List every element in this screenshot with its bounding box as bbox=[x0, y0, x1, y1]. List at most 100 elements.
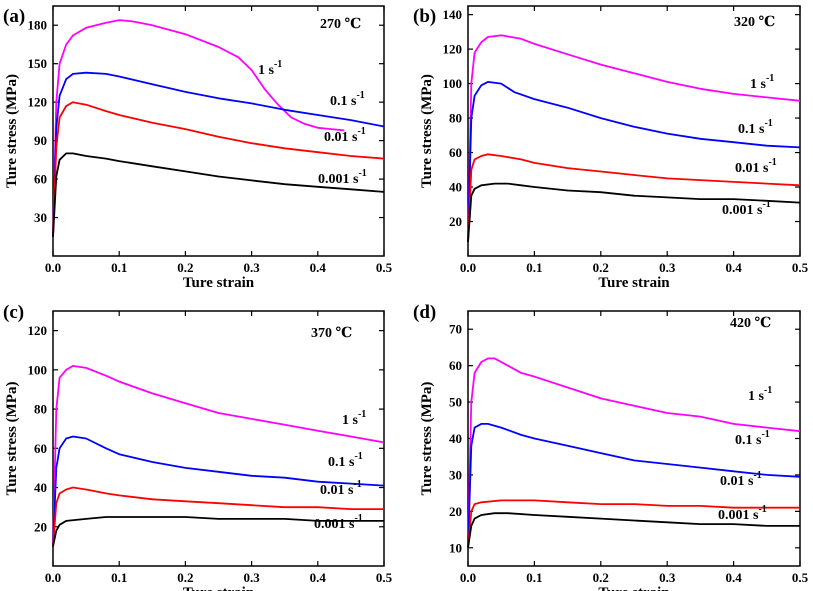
x-tick-label: 0.2 bbox=[177, 570, 193, 585]
series-label: 1 s-1 bbox=[750, 73, 774, 92]
panel-c: 0.0 0.1 0.2 0.3 0.4 0.5 20 40 60 80 100 120 Ture str… bbox=[3, 302, 393, 591]
y-axis-title: Ture stress (MPa) bbox=[419, 382, 435, 496]
y-tick-label: 90 bbox=[34, 133, 47, 148]
x-tick-label: 0.0 bbox=[460, 260, 476, 275]
x-tick-label: 0.4 bbox=[725, 260, 742, 275]
series-line-0-01-s bbox=[52, 486, 384, 547]
series-line-0-01-s bbox=[467, 499, 800, 548]
y-tick-label: 140 bbox=[443, 7, 463, 22]
panel-tag: (a) bbox=[3, 6, 25, 27]
y-tick-label: 10 bbox=[449, 540, 462, 555]
series-label: 0.01 s-1 bbox=[735, 157, 777, 176]
y-tick-label: 120 bbox=[443, 42, 463, 57]
series-label: 0.1 s-1 bbox=[328, 451, 363, 470]
x-tick-label: 0.2 bbox=[593, 260, 609, 275]
y-axis-title: Ture stress (MPa) bbox=[4, 382, 20, 496]
y-tick-label: 50 bbox=[449, 395, 462, 410]
series-line-0-1-s bbox=[52, 435, 385, 547]
y-tick-label: 20 bbox=[34, 519, 47, 534]
series-label: 0.1 s-1 bbox=[735, 429, 770, 448]
series-label: 0.001 s-1 bbox=[318, 168, 367, 187]
y-tick-label: 30 bbox=[34, 210, 47, 225]
x-tick-label: 0.3 bbox=[659, 570, 676, 585]
x-tick-label: 0.3 bbox=[243, 260, 260, 275]
x-axis-title: Ture strain bbox=[598, 275, 670, 291]
x-tick-label: 0.1 bbox=[526, 570, 542, 585]
x-tick-label: 0.2 bbox=[593, 570, 609, 585]
series-line-1-s bbox=[52, 364, 385, 547]
series-line-0-001-s bbox=[52, 516, 384, 547]
x-tick-label: 0.3 bbox=[659, 260, 676, 275]
x-tick-label: 0.4 bbox=[310, 570, 327, 585]
y-tick-label: 20 bbox=[449, 504, 462, 519]
x-axis-title: Ture strain bbox=[183, 585, 255, 591]
y-tick-label: 100 bbox=[443, 76, 463, 91]
y-tick-label: 80 bbox=[34, 402, 47, 417]
y-tick-label: 40 bbox=[449, 431, 462, 446]
x-tick-label: 0.3 bbox=[243, 570, 260, 585]
y-tick-label: 30 bbox=[449, 467, 462, 482]
panel-b: 0.0 0.1 0.2 0.3 0.4 0.5 20 40 60 80 100 120 140 Ture … bbox=[413, 5, 809, 291]
temperature-label: 420 ℃ bbox=[730, 316, 772, 331]
panel-tag: (c) bbox=[3, 302, 24, 323]
series-label: 1 s-1 bbox=[748, 385, 772, 404]
x-tick-label: 0.1 bbox=[111, 260, 127, 275]
series-label: 1 s-1 bbox=[258, 59, 282, 78]
series-line-0-01-s bbox=[52, 101, 385, 237]
series-label: 0.01 s-1 bbox=[720, 470, 762, 489]
x-tick-label: 0.5 bbox=[792, 570, 809, 585]
y-tick-label: 40 bbox=[34, 480, 47, 495]
y-tick-label: 120 bbox=[28, 95, 48, 110]
series-label: 0.001 s-1 bbox=[718, 504, 767, 523]
series-label: 0.001 s-1 bbox=[722, 199, 771, 218]
series-line-0-001-s bbox=[52, 152, 385, 237]
series-line-0-1-s bbox=[52, 71, 385, 237]
y-tick-label: 60 bbox=[449, 358, 462, 373]
series-line-1-s bbox=[467, 34, 801, 243]
y-tick-label: 20 bbox=[449, 214, 462, 229]
x-tick-label: 0.1 bbox=[111, 570, 127, 585]
temperature-label: 320 ℃ bbox=[734, 15, 776, 30]
temperature-label: 270 ℃ bbox=[320, 17, 362, 32]
series-line-1-s bbox=[52, 19, 345, 237]
x-tick-label: 0.5 bbox=[792, 260, 809, 275]
series-line-0-1-s bbox=[467, 81, 801, 243]
panel-tag: (d) bbox=[413, 302, 436, 323]
temperature-label: 370 ℃ bbox=[311, 326, 353, 341]
series-label: 0.1 s-1 bbox=[330, 90, 365, 109]
series-label: 0.01 s-1 bbox=[324, 126, 366, 145]
y-tick-label: 100 bbox=[28, 362, 48, 377]
y-axis-title: Ture stress (MPa) bbox=[419, 74, 435, 188]
series-label: 1 s-1 bbox=[342, 409, 366, 428]
y-tick-label: 80 bbox=[449, 111, 462, 126]
panel-a: 0.0 0.1 0.2 0.3 0.4 0.5 30 60 90 120 150 180 Ture st… bbox=[3, 5, 393, 291]
series-line-1-s bbox=[467, 357, 801, 548]
x-tick-label: 0.0 bbox=[45, 260, 61, 275]
x-tick-label: 0.0 bbox=[45, 570, 61, 585]
panel-d: 0.0 0.1 0.2 0.3 0.4 0.5 10 20 30 40 50 60 70 Ture str… bbox=[413, 302, 809, 591]
plot-frame bbox=[52, 5, 385, 257]
series-line-0-1-s bbox=[467, 422, 801, 548]
series-line-0-01-s bbox=[467, 153, 801, 243]
x-tick-label: 0.1 bbox=[526, 260, 542, 275]
x-tick-label: 0.5 bbox=[376, 570, 393, 585]
y-tick-label: 60 bbox=[449, 145, 462, 160]
x-tick-label: 0.4 bbox=[725, 570, 742, 585]
y-tick-label: 150 bbox=[28, 56, 48, 71]
x-axis-title: Ture strain bbox=[183, 275, 255, 291]
x-tick-label: 0.5 bbox=[376, 260, 393, 275]
y-tick-label: 40 bbox=[449, 180, 462, 195]
series-label: 0.01 s-1 bbox=[320, 479, 362, 498]
y-tick-label: 60 bbox=[34, 172, 47, 187]
y-tick-label: 180 bbox=[28, 18, 48, 33]
x-axis-title: Ture strain bbox=[598, 585, 670, 591]
x-tick-label: 0.4 bbox=[310, 260, 327, 275]
series-label: 0.1 s-1 bbox=[738, 118, 773, 137]
panel-tag: (b) bbox=[413, 6, 436, 27]
plot-frame bbox=[467, 5, 801, 257]
x-tick-label: 0.2 bbox=[177, 260, 193, 275]
series-line-0-001-s bbox=[467, 182, 801, 243]
plot-frame bbox=[52, 310, 385, 567]
series-label: 0.001 s-1 bbox=[314, 513, 363, 532]
